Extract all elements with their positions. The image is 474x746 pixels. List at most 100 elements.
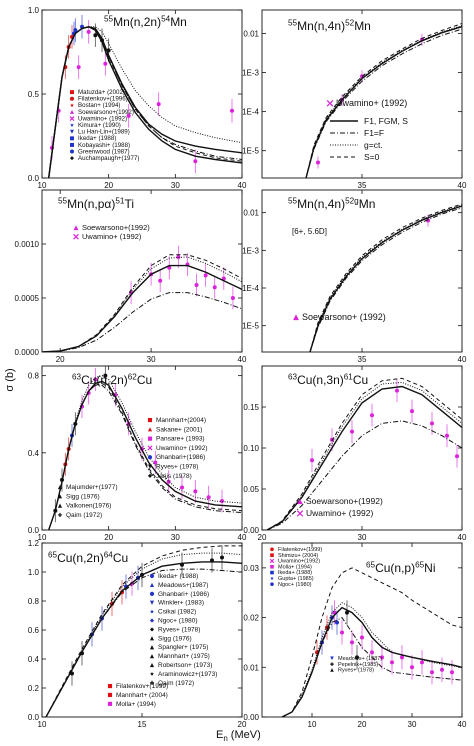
series-line-2 <box>309 207 462 352</box>
title-text: Cu <box>353 373 368 387</box>
model-curves <box>281 567 462 717</box>
data-point <box>230 296 235 300</box>
x-tick-label: 35 <box>358 355 367 364</box>
y-tick-label: 0.0010 <box>15 240 40 249</box>
y-tick-label: 0.0 <box>28 174 40 183</box>
data-point <box>450 670 454 675</box>
legend-entry: Robertson+ (1973) <box>158 662 212 669</box>
legend-marker <box>296 510 304 517</box>
data-point <box>220 499 224 504</box>
legend-entry: Soewarsono+(1992) <box>306 496 383 506</box>
legend-entry: Gupta+ (1985) <box>278 576 314 582</box>
legend-marker <box>73 233 79 240</box>
x-tick-label: 10 <box>308 720 317 729</box>
x-tick-label: 10 <box>38 720 47 729</box>
data-point <box>350 429 354 434</box>
x-tick-label: 20 <box>258 533 267 542</box>
chart-title: 65Cu(n,2n)64Cu <box>48 550 128 565</box>
title-text: Mn <box>170 15 187 29</box>
series-line-2 <box>281 616 462 717</box>
x-tick-label: 20 <box>56 355 65 364</box>
model-curves <box>309 203 462 352</box>
y-tick-label: 1E-4 <box>242 108 259 117</box>
data-point <box>212 285 217 290</box>
x-tick-label: 15 <box>138 720 147 729</box>
series-line-4 <box>42 254 242 352</box>
legend-marker <box>107 701 113 706</box>
data-point <box>93 33 98 38</box>
legend-entry: Matuzda+ (2002) <box>78 89 125 96</box>
legend-marker <box>149 680 155 685</box>
legend-entry: Ryves+ (1978) <box>338 668 374 674</box>
legend-entry: Ikeda+ (1988) <box>78 135 116 142</box>
chart-title: 63Cu(n,2n)62Cu <box>72 372 152 387</box>
y-tick-label: 0.0005 <box>15 294 40 303</box>
y-tick-label: 1.0 <box>28 6 40 15</box>
title-mass-number: 51 <box>115 196 125 205</box>
data-point <box>193 489 198 494</box>
data-points <box>310 379 459 472</box>
y-tick-label: 1E-3 <box>242 69 259 78</box>
legend-entry: Spangler+ (1975) <box>158 644 208 651</box>
x-tick-label: 30 <box>171 533 180 542</box>
data-point <box>370 650 374 655</box>
legend-marker <box>330 668 334 672</box>
legend-entry: Mannhart+(2004) <box>156 417 206 424</box>
legend-marker <box>149 662 155 668</box>
series-line-4 <box>281 567 462 717</box>
legend-marker <box>70 103 74 107</box>
x-tick-label: 40 <box>238 355 247 364</box>
series-line-3 <box>281 602 462 717</box>
series-line-3 <box>305 25 462 178</box>
y-tick-label: 0.6 <box>28 626 40 635</box>
x-tick-label: 20 <box>358 720 367 729</box>
chart-panel-1: 10 20 30 40 0.0 0.5 1.0 55Mn(n,2n)54Mn Matuzda+ … <box>28 6 247 190</box>
title-text: Cu <box>113 551 128 565</box>
legend-entry: Sakane+ (2001) <box>156 426 202 433</box>
series-line-1 <box>305 25 462 178</box>
title-text: Ti <box>124 197 134 211</box>
y-tick-label: 0.02 <box>243 614 259 623</box>
legend-marker <box>70 123 74 127</box>
legend-marker <box>147 427 153 432</box>
y-tick-label: 0.2 <box>28 684 40 693</box>
legend-entry: Mannhart+ (2004) <box>116 692 168 699</box>
legend-entry: Ghanbari+ (1986) <box>158 591 209 598</box>
legend-entry: Ryves+ (1978) <box>156 464 198 471</box>
x-tick-label: 40 <box>238 181 247 190</box>
data-point <box>400 655 404 660</box>
data-point <box>395 388 399 393</box>
legend-entry: Kobayashi+ (1988) <box>78 142 130 149</box>
x-tick-label: 30 <box>408 720 417 729</box>
legend-marker <box>70 90 74 95</box>
data-point <box>350 640 354 645</box>
x-tick-label: 30 <box>147 355 156 364</box>
data-point <box>176 254 181 259</box>
legend-marker <box>293 314 299 321</box>
data-point <box>380 655 384 660</box>
legend-marker <box>149 645 155 650</box>
legend-entry: Qaim (1972) <box>66 512 102 519</box>
x-tick-label: 40 <box>458 355 467 364</box>
series-line-3 <box>48 26 242 178</box>
x-axis-label-unit: (MeV) <box>231 729 261 741</box>
x-tick-label: 40 <box>458 533 467 542</box>
legend-marker <box>149 636 155 641</box>
data-point <box>103 61 108 66</box>
data-points <box>70 545 224 686</box>
title-text: Mn(n,4n) <box>297 197 345 211</box>
legend-entry: Filatenkov+(1999) <box>278 547 322 553</box>
y-tick-label: 0.00 <box>243 713 259 722</box>
legend-marker <box>147 436 153 441</box>
title-mass-number: 55 <box>288 18 298 27</box>
legend-marker <box>270 582 274 586</box>
series-line-4 <box>266 377 462 530</box>
legend-entry: Sigg (1976) <box>158 635 192 642</box>
legend-marker <box>57 484 63 490</box>
y-tick-label: 0.03 <box>243 564 259 573</box>
chart-panel-8: 10 20 30 400.000.010.020.03 65Cu(n,p)65NiFil… <box>243 542 467 729</box>
line-legend-entry: S=0 <box>364 152 380 162</box>
series-line-1 <box>309 205 462 352</box>
chart-title: 65Cu(n,p)65Ni <box>366 560 436 575</box>
legend-marker <box>147 473 153 478</box>
